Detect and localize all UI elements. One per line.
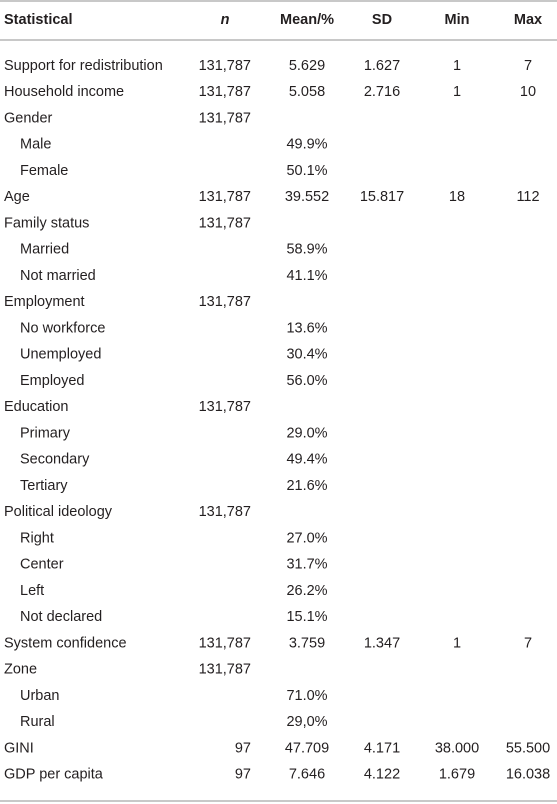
cell-value: 2.716	[364, 84, 400, 100]
cell-value: 1.347	[364, 635, 400, 651]
cell-value: 58.9%	[286, 242, 327, 258]
cell-value: 29.0%	[286, 425, 327, 441]
cell-value: 4.122	[364, 767, 400, 783]
cell-value: 15.817	[360, 189, 404, 205]
row-label: Political ideology	[4, 504, 113, 520]
cell-value: 49.4%	[286, 452, 327, 468]
cell-value: 131,787	[199, 84, 251, 100]
cell-value: 71.0%	[286, 688, 327, 704]
cell-value: 4.171	[364, 740, 400, 756]
row-label: Secondary	[20, 452, 90, 468]
cell-value: 26.2%	[286, 583, 327, 599]
row-label: Tertiary	[20, 478, 68, 494]
cell-value: 7	[524, 58, 532, 74]
row-label: No workforce	[20, 320, 105, 336]
row-label: Unemployed	[20, 347, 101, 363]
row-label: System confidence	[4, 635, 127, 651]
cell-value: 131,787	[199, 110, 251, 126]
row-label: GDP per capita	[4, 767, 104, 783]
row-label: Male	[20, 137, 51, 153]
row-label: Zone	[4, 662, 37, 678]
cell-value: 18	[449, 189, 465, 205]
cell-value: 47.709	[285, 740, 329, 756]
row-label: Left	[20, 583, 44, 599]
cell-value: 55.500	[506, 740, 550, 756]
cell-value: 1	[453, 635, 461, 651]
cell-value: 13.6%	[286, 320, 327, 336]
row-label: Household income	[4, 84, 124, 100]
cell-value: 21.6%	[286, 478, 327, 494]
cell-value: 131,787	[199, 399, 251, 415]
cell-value: 30.4%	[286, 347, 327, 363]
cell-value: 49.9%	[286, 137, 327, 153]
row-label: Urban	[20, 688, 60, 704]
cell-value: 1	[453, 84, 461, 100]
cell-value: 3.759	[289, 635, 325, 651]
cell-value: 38.000	[435, 740, 479, 756]
row-label: Married	[20, 242, 69, 258]
row-label: Female	[20, 163, 68, 179]
row-label: Family status	[4, 215, 89, 231]
cell-value: 15.1%	[286, 609, 327, 625]
cell-value: 7	[524, 635, 532, 651]
row-label: Education	[4, 399, 69, 415]
column-header: Statistical	[4, 12, 73, 28]
column-header: Max	[514, 12, 542, 28]
cell-value: 16.038	[506, 767, 550, 783]
cell-value: 131,787	[199, 635, 251, 651]
column-header: n	[221, 12, 230, 28]
cell-value: 29,0%	[286, 714, 327, 730]
cell-value: 10	[520, 84, 536, 100]
cell-value: 31.7%	[286, 557, 327, 573]
cell-value: 39.552	[285, 189, 329, 205]
row-label: Employment	[4, 294, 85, 310]
row-label: Not declared	[20, 609, 102, 625]
row-label: Center	[20, 557, 64, 573]
cell-value: 131,787	[199, 294, 251, 310]
cell-value: 27.0%	[286, 530, 327, 546]
cell-value: 1.679	[439, 767, 475, 783]
cell-value: 7.646	[289, 767, 325, 783]
cell-value: 41.1%	[286, 268, 327, 284]
column-header: Mean/%	[280, 12, 334, 28]
row-label: Primary	[20, 425, 71, 441]
cell-value: 1	[453, 58, 461, 74]
cell-value: 50.1%	[286, 163, 327, 179]
row-label: Right	[20, 530, 54, 546]
row-label: Not married	[20, 268, 96, 284]
cell-value: 131,787	[199, 189, 251, 205]
column-header: SD	[372, 12, 392, 28]
column-header: Min	[445, 12, 470, 28]
cell-value: 56.0%	[286, 373, 327, 389]
row-label: Employed	[20, 373, 84, 389]
row-label: Support for redistribution	[4, 58, 163, 74]
cell-value: 131,787	[199, 58, 251, 74]
row-label: Gender	[4, 110, 53, 126]
row-label: GINI	[4, 740, 34, 756]
cell-value: 112	[516, 189, 539, 205]
cell-value: 97	[235, 740, 251, 756]
row-label: Rural	[20, 714, 55, 730]
cell-value: 131,787	[199, 662, 251, 678]
cell-value: 131,787	[199, 215, 251, 231]
cell-value: 1.627	[364, 58, 400, 74]
cell-value: 131,787	[199, 504, 251, 520]
cell-value: 5.629	[289, 58, 325, 74]
cell-value: 97	[235, 767, 251, 783]
cell-value: 5.058	[289, 84, 325, 100]
row-label: Age	[4, 189, 30, 205]
